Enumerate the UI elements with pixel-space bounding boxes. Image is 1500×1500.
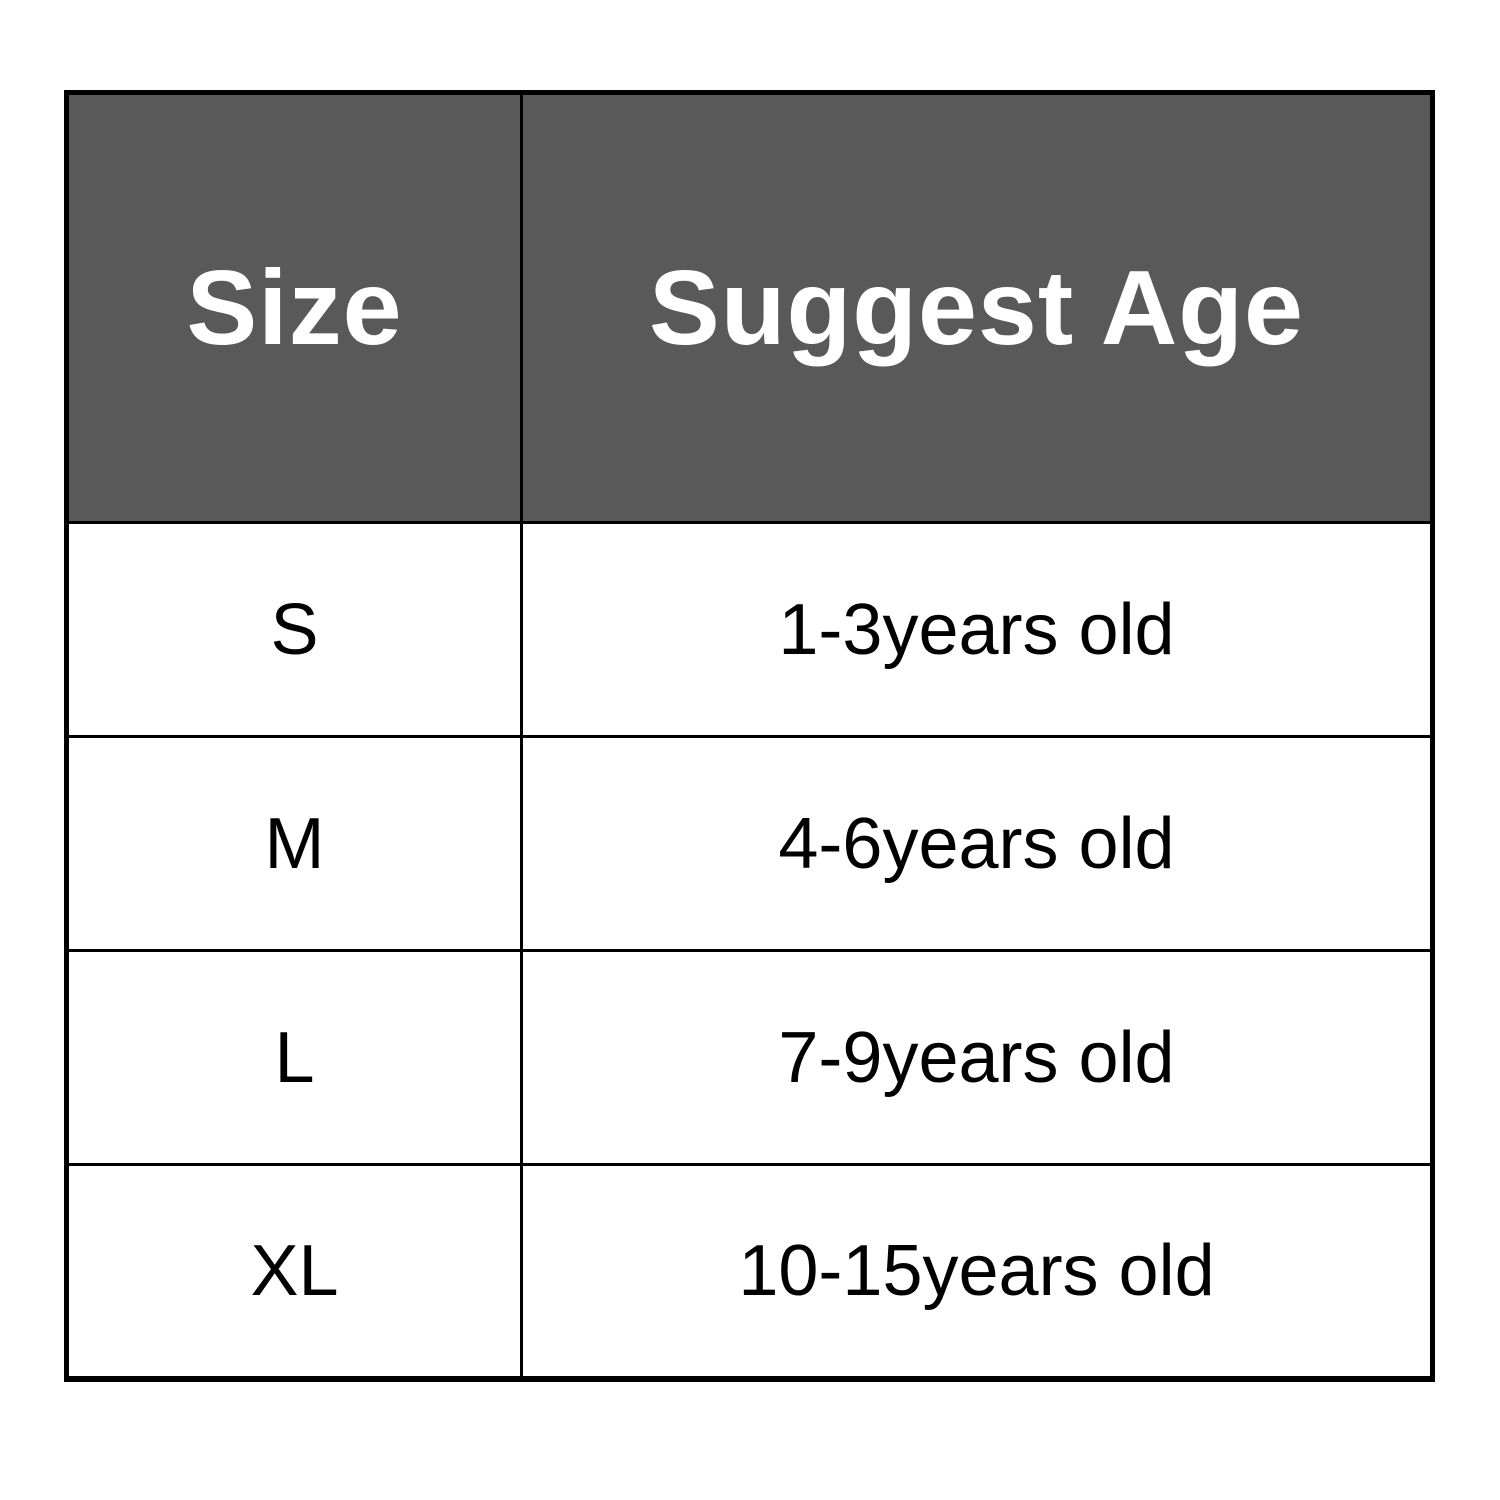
age-cell: 10-15years old: [520, 1163, 1435, 1382]
header-cell-size: Size: [64, 90, 523, 524]
size-cell: XL: [64, 1163, 523, 1382]
table-row: S 1-3years old: [64, 521, 1435, 738]
table-row: M 4-6years old: [64, 735, 1435, 952]
table-row: XL 10-15years old: [64, 1163, 1435, 1382]
size-table-body: S 1-3years old M 4-6years old L 7-9years…: [64, 521, 1435, 1382]
header-row: Size Suggest Age: [64, 90, 1435, 524]
size-chart-table: Size Suggest Age S 1-3years old M 4-6yea…: [64, 90, 1435, 1382]
size-cell: M: [64, 735, 523, 952]
size-chart-header: Size Suggest Age: [64, 90, 1435, 524]
size-cell: S: [64, 521, 523, 738]
table-row: L 7-9years old: [64, 949, 1435, 1166]
age-cell: 7-9years old: [520, 949, 1435, 1166]
header-cell-suggest-age: Suggest Age: [520, 90, 1435, 524]
age-cell: 4-6years old: [520, 735, 1435, 952]
age-cell: 1-3years old: [520, 521, 1435, 738]
size-cell: L: [64, 949, 523, 1166]
